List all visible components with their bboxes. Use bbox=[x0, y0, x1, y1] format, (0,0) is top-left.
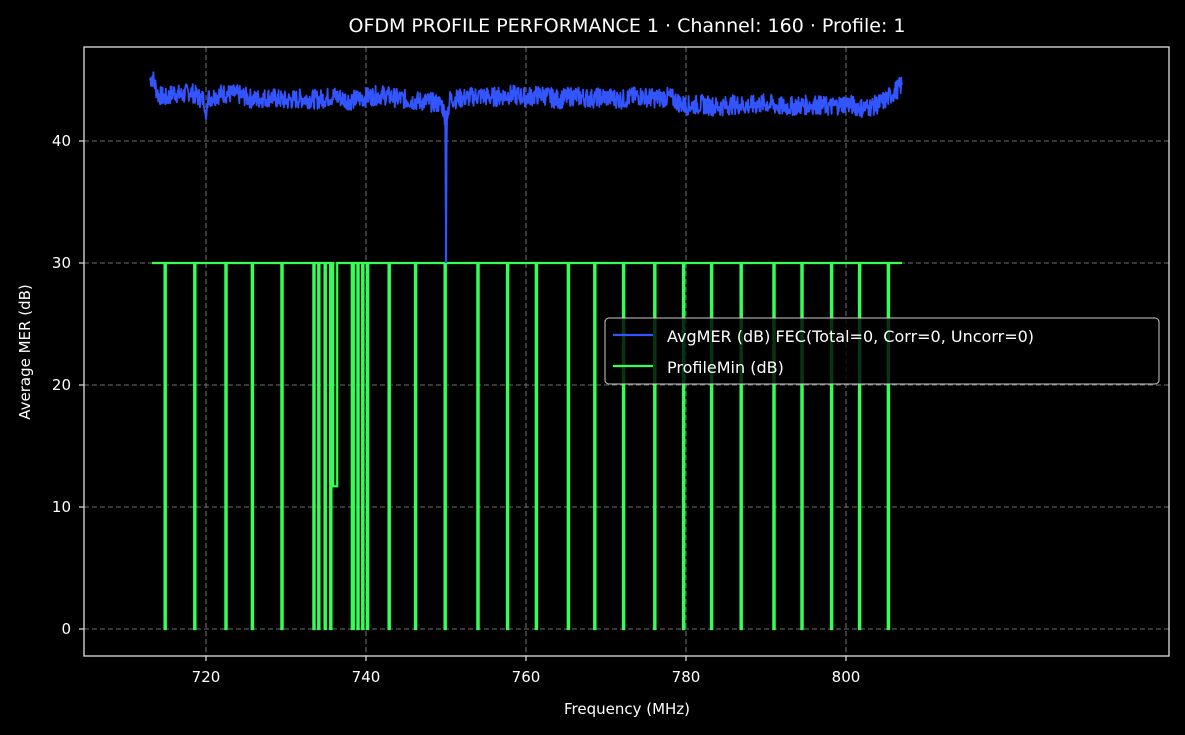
x-tick-labels: 720 740 760 780 800 bbox=[192, 668, 861, 686]
y-axis-label: Average MER (dB) bbox=[16, 284, 34, 420]
x-ticks bbox=[205, 656, 847, 661]
x-tick-label: 720 bbox=[192, 668, 221, 686]
y-tick-label: 20 bbox=[52, 376, 71, 394]
y-tick-labels: 0 10 20 30 40 bbox=[52, 132, 71, 638]
legend-label-avgmer: AvgMER (dB) FEC(Total=0, Corr=0, Uncorr=… bbox=[667, 327, 1034, 346]
legend: AvgMER (dB) FEC(Total=0, Corr=0, Uncorr=… bbox=[604, 317, 1160, 385]
y-tick-label: 30 bbox=[52, 254, 71, 272]
y-ticks bbox=[79, 140, 84, 630]
x-axis-label: Frequency (MHz) bbox=[564, 700, 690, 718]
y-tick-label: 0 bbox=[61, 620, 71, 638]
x-tick-label: 800 bbox=[832, 668, 861, 686]
x-tick-label: 780 bbox=[672, 668, 701, 686]
y-tick-label: 10 bbox=[52, 498, 71, 516]
y-tick-label: 40 bbox=[52, 132, 71, 150]
legend-box bbox=[604, 317, 1160, 385]
plot-frame bbox=[83, 46, 1170, 657]
legend-label-profilemin: ProfileMin (dB) bbox=[667, 358, 784, 377]
avgmer-line bbox=[149, 71, 903, 235]
x-tick-label: 760 bbox=[512, 668, 541, 686]
chart-title: OFDM PROFILE PERFORMANCE 1 · Channel: 16… bbox=[348, 15, 905, 37]
series-profilemin bbox=[152, 261, 902, 631]
series-avgmer bbox=[149, 71, 903, 263]
x-tick-label: 740 bbox=[352, 668, 381, 686]
profilemin-line bbox=[152, 261, 902, 631]
